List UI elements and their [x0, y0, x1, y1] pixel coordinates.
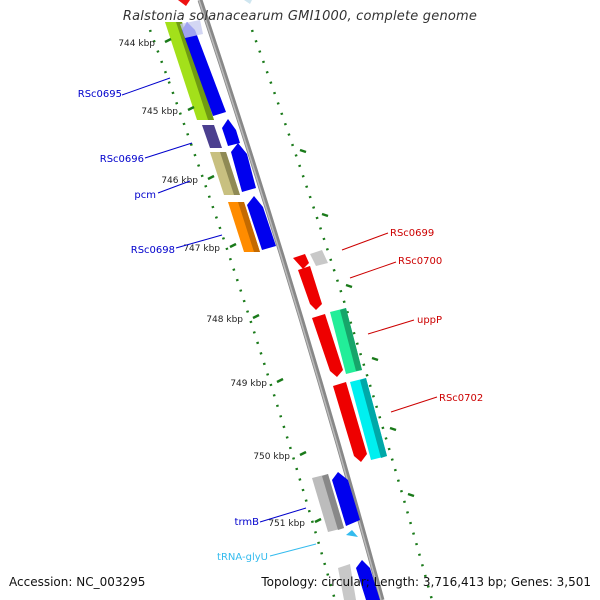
gene-partial-top-grey	[244, 0, 252, 4]
kbp-tick-mark	[252, 313, 260, 320]
accession-text: Accession: NC_003295	[9, 575, 146, 589]
gene-block-pcm-shade	[220, 152, 240, 195]
kbp-tick-mark	[207, 174, 215, 181]
gene-block-RSc0698-shade	[238, 202, 260, 252]
kbp-tick-mark	[164, 37, 172, 44]
kbp-tick-mark	[229, 242, 237, 249]
kbp-tick-label: 745 kbp	[141, 107, 178, 117]
kbp-tick-mark	[314, 517, 322, 524]
label-line-uppP	[367, 319, 415, 335]
kbp-tick-label: 746 kbp	[161, 176, 198, 186]
kbp-tick-mark	[299, 450, 307, 457]
right-track-tick-mark	[345, 283, 353, 289]
right-track-tick-mark	[407, 492, 415, 498]
gene-arrow-RSc0698	[247, 196, 276, 250]
gene-label-uppP: uppP	[417, 315, 442, 326]
gene-arrow-RSc0695	[182, 22, 226, 116]
gene-block-trmB-shade	[322, 474, 344, 530]
gene-arrow-bottom-partial	[356, 560, 380, 600]
label-line-RSc0702	[390, 396, 438, 413]
gene-block-bottom-partial	[338, 564, 356, 600]
label-line-RSc0696	[144, 142, 193, 159]
gene-label-pcm: pcm	[134, 190, 156, 201]
gene-label-RSc0695: RSc0695	[78, 89, 122, 100]
gene-arrow-tRNA-glyU	[346, 530, 358, 537]
label-line-RSc0700	[349, 261, 397, 279]
gene-arrow-RSc0695-fade	[180, 20, 203, 38]
label-line-RSc0699	[341, 232, 389, 251]
gene-arrow-RSc0702	[333, 382, 367, 462]
gene-block-uppP-shade	[340, 308, 362, 371]
gene-arrow-pcm	[231, 143, 256, 192]
kbp-tick-label: 747 kbp	[183, 244, 220, 254]
gene-label-RSc0699: RSc0699	[390, 228, 434, 239]
kbp-ticks: 744 kbp 745 kbp 746 kbp 747 kbp 748 kbp 749 k…	[118, 37, 415, 529]
label-line-RSc0698	[175, 234, 223, 249]
kbp-tick-label: 751 kbp	[268, 519, 305, 529]
kbp-tick-label: 749 kbp	[230, 379, 267, 389]
gene-label-RSc0702: RSc0702	[439, 393, 483, 404]
kbp-tick-label: 748 kbp	[206, 315, 243, 325]
gene-partial-top-red	[178, 0, 190, 6]
gene-label-tRNA-glyU: tRNA-glyU	[217, 552, 268, 563]
gene-arrow-trmB	[332, 472, 360, 526]
right-track-tick-mark	[389, 426, 397, 432]
gene-arrow-RSc0700	[298, 266, 322, 310]
gene-block-RSc0702-shade	[360, 378, 387, 458]
right-track-tick-mark	[321, 212, 329, 218]
gene-label-RSc0696: RSc0696	[100, 154, 144, 165]
gene-arrow-RSc0696	[222, 119, 240, 146]
gene-block-RSc0696	[202, 125, 222, 148]
map-title: Ralstonia solanacearum GMI1000, complete…	[122, 9, 478, 24]
gene-label-RSc0700: RSc0700	[398, 256, 442, 267]
kbp-tick-mark	[187, 105, 195, 112]
kbp-tick-label: 750 kbp	[253, 452, 290, 462]
right-track-tick-mark	[371, 356, 379, 362]
topology-text: Topology: circular; Length: 3,716,413 bp…	[261, 575, 591, 589]
gene-labels: RSc0695 RSc0696 pcm RSc0698 RSc0699 RSc0…	[78, 77, 483, 563]
gene-label-trmB: trmB	[235, 517, 260, 528]
kbp-tick-mark	[276, 377, 284, 384]
label-line-trmB	[259, 507, 307, 523]
label-line-pcm	[157, 180, 191, 194]
kbp-tick-label: 744 kbp	[118, 39, 155, 49]
gene-label-RSc0698: RSc0698	[131, 245, 175, 256]
label-line-tRNA-glyU	[269, 543, 317, 557]
gene-arrow-uppP	[312, 314, 343, 377]
gene-arrow-RSc0699	[293, 254, 309, 269]
gene-block-RSc0695-shade	[176, 22, 214, 120]
right-track-tick-mark	[299, 148, 307, 154]
label-line-RSc0695	[121, 77, 171, 96]
gene-block-RSc0699	[310, 250, 328, 266]
